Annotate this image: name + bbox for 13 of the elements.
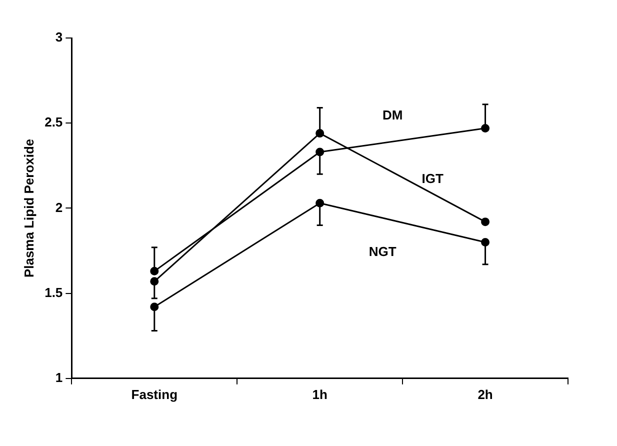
- point: [481, 218, 490, 226]
- series-label: NGT: [368, 244, 396, 260]
- y-tick-label: 1: [55, 370, 63, 385]
- y-tick-label: 1.5: [44, 284, 63, 300]
- x-tick-label: 2h: [478, 386, 493, 402]
- series-label: DM: [382, 108, 403, 123]
- y-tick-label: 2: [55, 200, 63, 215]
- y-axis-title: Plasma Lipid Peroxide: [21, 138, 36, 278]
- y-tick-label: 2.5: [44, 114, 63, 130]
- y-tick-label: 3: [55, 30, 63, 45]
- x-tick-label: Fasting: [131, 386, 178, 402]
- x-tick-label: 1h: [312, 386, 328, 402]
- series-label: IGT: [422, 171, 444, 186]
